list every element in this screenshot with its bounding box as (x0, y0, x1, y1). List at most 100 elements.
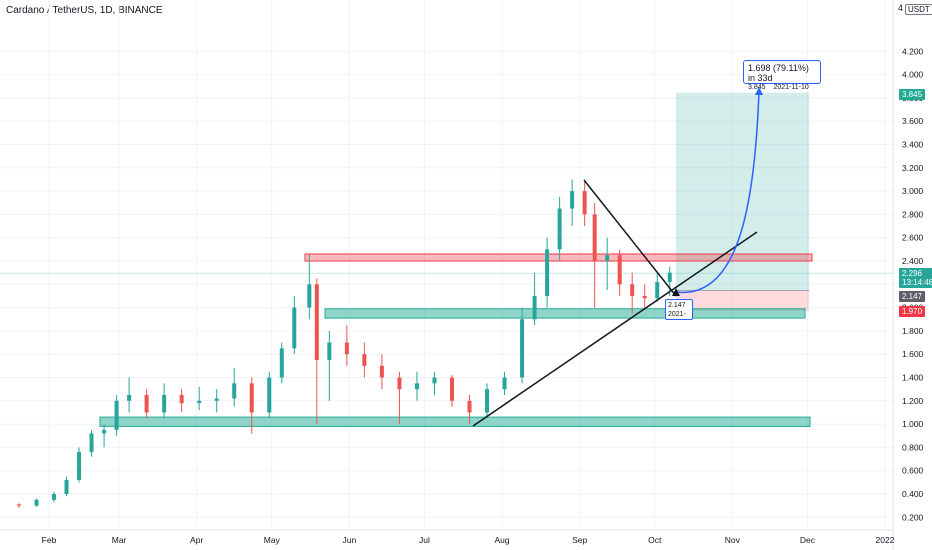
x-tick-label: Nov (725, 535, 741, 545)
entry-date-label[interactable]: 2.147 2021-10-29 (665, 299, 693, 320)
projection-target-date: 2021-11-10 (773, 84, 809, 91)
projection-curve (675, 90, 760, 294)
y-tick-label: 3.000 (902, 186, 924, 196)
y-tick-label: 1.800 (902, 326, 924, 336)
x-tick-label: Apr (190, 535, 203, 545)
projection-change: 1.698 (79.11%) in 33d (748, 63, 809, 83)
x-tick-label: Jul (419, 535, 430, 545)
candle-body (127, 394, 132, 401)
support-zone (99, 416, 811, 427)
candle-body (179, 394, 184, 404)
y-tick-label: 2.800 (902, 209, 924, 219)
y-tick-label: 2.400 (902, 256, 924, 266)
candle-body (64, 480, 69, 494)
candle-body (292, 307, 297, 349)
x-tick-label: Aug (494, 535, 509, 545)
candle-body (89, 433, 94, 453)
projection-target-line: 3.845 2021-11-10 (748, 84, 816, 91)
candle-body (617, 255, 622, 285)
x-tick-label: Oct (648, 535, 662, 545)
candle-body (144, 394, 149, 413)
candle-body (532, 295, 537, 320)
candle-body (557, 208, 562, 250)
candle-body (502, 377, 507, 390)
zones-layer (0, 92, 893, 427)
chart-title: Cardano / TetherUS, 1D, BINANCE (6, 5, 163, 16)
candle-body (327, 342, 332, 361)
stop-price-tag: 1.970 (899, 306, 926, 317)
y-tick-label: 1.400 (902, 373, 924, 383)
y-tick-label: 0.800 (902, 442, 924, 452)
candle-body (267, 377, 272, 413)
candle-body (379, 365, 384, 378)
x-tick-label: 2022 (876, 535, 895, 545)
axis-top-value: 4 (898, 3, 904, 13)
candle-body (570, 191, 575, 209)
candle-body (432, 377, 437, 384)
candle-body (314, 284, 319, 361)
x-tick-label: Jun (342, 535, 356, 545)
x-axis[interactable]: Feb Mar Apr May Jun Jul Aug Sep Oct Nov Dec 2022 (42, 535, 895, 545)
projection-target-price: 3.845 (748, 84, 766, 91)
trendlines-layer (472, 87, 763, 427)
support-zone (324, 308, 806, 319)
last-price-tag: 2.296 13:14:48 (899, 268, 932, 288)
candle-body (197, 400, 202, 404)
x-tick-label: Dec (800, 535, 816, 545)
candle-body (214, 398, 219, 401)
candle-body (162, 394, 167, 413)
candle-body (102, 429, 107, 434)
candle-body (449, 377, 454, 401)
y-tick-label: 3.200 (902, 163, 924, 173)
candles-layer (16, 179, 672, 508)
candle-body (655, 281, 660, 299)
x-tick-label: Sep (572, 535, 587, 545)
candle-body (362, 354, 367, 366)
y-tick-label: 1.200 (902, 396, 924, 406)
countdown-timer: 13:14:48 (902, 278, 932, 287)
candle-body (279, 348, 284, 378)
candle-body (114, 400, 119, 430)
candle-body (467, 400, 472, 413)
candle-body (232, 383, 237, 399)
y-tick-label: 2.600 (902, 233, 924, 243)
candle-body (344, 342, 349, 355)
candle-body (520, 319, 525, 378)
candle-body (397, 377, 402, 390)
descending-trendline (583, 179, 677, 297)
candle-body (545, 249, 550, 296)
entry-date-text: 2021-10-29 (668, 311, 686, 318)
candle-body (667, 272, 672, 282)
candle-body (642, 295, 647, 299)
x-tick-label: Feb (42, 535, 57, 545)
breakout-arrowhead (672, 288, 680, 296)
target-price-tag: 3.845 (899, 89, 926, 100)
profit-zone (676, 92, 809, 291)
resistance-zone (304, 253, 813, 262)
candle-body (630, 284, 635, 296)
entry-date-price: 2.147 (668, 302, 686, 309)
y-tick-label: 4.200 (902, 46, 924, 56)
candle-body (249, 383, 254, 413)
y-tick-label: 3.600 (902, 116, 924, 126)
entry-price-tag: 2.147 (899, 291, 926, 302)
x-tick-label: May (264, 535, 281, 545)
candle-body (16, 504, 21, 506)
y-tick-label: 1.600 (902, 349, 924, 359)
candle-body (414, 383, 419, 390)
ascending-trendline (472, 231, 758, 427)
y-tick-label: 1.000 (902, 419, 924, 429)
candle-body (52, 494, 57, 500)
candle-body (485, 389, 490, 413)
candle-body (77, 452, 82, 481)
y-tick-label: 0.600 (902, 466, 924, 476)
candle-body (582, 191, 587, 215)
loss-zone (676, 290, 809, 312)
projection-arrowhead (755, 87, 763, 95)
projection-label[interactable]: 1.698 (79.11%) in 33d 3.845 2021-11-10 (743, 60, 821, 91)
y-tick-label: 4.000 (902, 70, 924, 80)
candle-body (34, 499, 39, 506)
candle-body (605, 255, 610, 261)
y-tick-label: 0.400 (902, 489, 924, 499)
